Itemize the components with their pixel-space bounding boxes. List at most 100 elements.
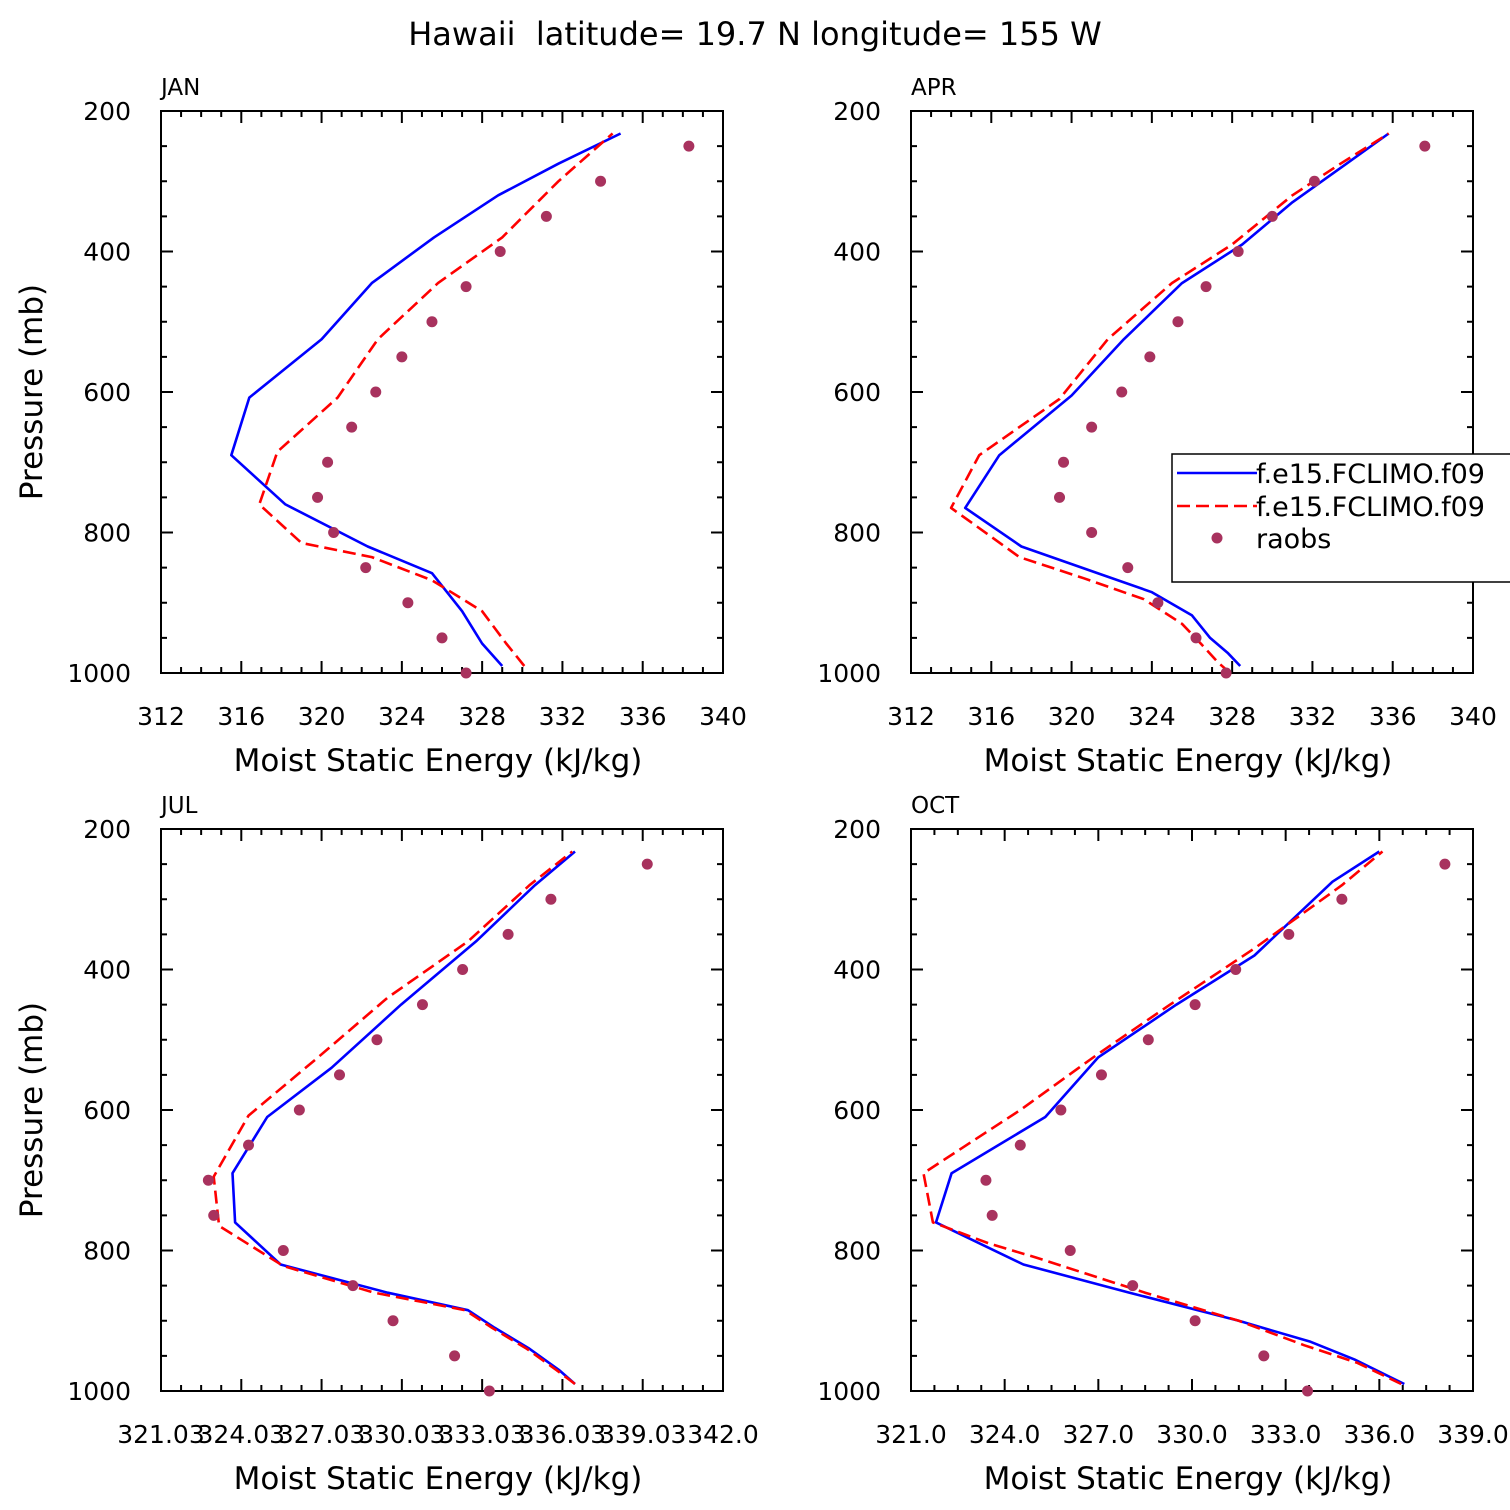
y-tick-label: 600 [83, 1096, 131, 1125]
plot-frame [160, 110, 724, 674]
x-tick-label: 330.0 [1156, 1420, 1228, 1449]
y-tick-label: 800 [833, 1237, 881, 1266]
legend-marker-obs [1211, 532, 1223, 544]
obs-point [460, 667, 472, 679]
y-tick-label: 800 [83, 1237, 131, 1266]
obs-point [322, 456, 334, 468]
x-tick-label: 328 [1208, 702, 1256, 731]
obs-point [1122, 562, 1134, 574]
y-tick-label: 200 [83, 97, 131, 126]
obs-point [1054, 491, 1066, 503]
plot-frame [910, 828, 1474, 1392]
obs-point [1189, 999, 1201, 1011]
y-tick-label: 200 [833, 815, 881, 844]
obs-point [402, 597, 414, 609]
obs-point [1302, 1385, 1314, 1397]
obs-point [1127, 1280, 1139, 1292]
x-tick-label: 339.03 [599, 1420, 686, 1449]
obs-point [1095, 1069, 1107, 1081]
y-tick-label: 400 [833, 238, 881, 267]
obs-point [460, 281, 472, 293]
model-line-dashed [922, 850, 1402, 1386]
obs-point [371, 1034, 383, 1046]
plot-frame [910, 110, 1474, 674]
model-line-solid [934, 850, 1405, 1386]
x-tick-label: 340 [699, 702, 747, 731]
obs-point [277, 1245, 289, 1256]
obs-series [1054, 140, 1431, 679]
legend-entry: f.e15.FCLIMO.f09 [1256, 459, 1485, 490]
model-line-solid [231, 850, 576, 1385]
obs-point [494, 246, 506, 257]
obs-point [1232, 246, 1244, 257]
x-tick-label: 324 [1128, 702, 1176, 731]
obs-point [545, 893, 557, 905]
x-tick-label: 336.03 [519, 1420, 606, 1449]
x-tick-label: 324.03 [198, 1420, 285, 1449]
obs-point [1336, 893, 1348, 905]
y-tick-label: 400 [83, 956, 131, 985]
y-tick-label: 800 [833, 519, 881, 548]
x-axis-label: Moist Static Energy (kJ/kg) [234, 743, 643, 779]
obs-point [1014, 1139, 1026, 1151]
obs-point [1055, 1104, 1067, 1116]
x-tick-label: 320 [298, 702, 346, 731]
x-tick-label: 324.0 [969, 1420, 1041, 1449]
x-tick-label: 316 [217, 702, 265, 731]
obs-point [370, 386, 382, 398]
obs-point [328, 527, 340, 538]
x-tick-label: 336.0 [1344, 1420, 1416, 1449]
x-tick-label: 330.03 [358, 1420, 445, 1449]
y-tick-label: 200 [833, 97, 881, 126]
obs-point [1230, 964, 1242, 975]
x-axis-label: Moist Static Energy (kJ/kg) [234, 1461, 643, 1497]
figure-title: Hawaii latitude= 19.7 N longitude= 155 W [408, 15, 1102, 53]
obs-point [360, 562, 372, 574]
panels: 312 316 320 324 328 332 336 340 200 400 600 800 1000… [14, 75, 1509, 1497]
legend-entry: raobs [1256, 524, 1331, 555]
obs-series [312, 140, 695, 679]
obs-point [1190, 632, 1202, 644]
y-axis-label: Pressure (mb) [14, 284, 50, 500]
panel-label: OCT [911, 793, 960, 819]
x-tick-label: 342.0 [687, 1420, 759, 1449]
x-tick-label: 336 [1369, 702, 1417, 731]
obs-point [502, 928, 514, 940]
obs-point [457, 964, 469, 975]
panel-label: JUL [159, 793, 198, 819]
obs-point [980, 1174, 992, 1186]
obs-point [1086, 421, 1098, 433]
obs-point [1308, 175, 1320, 187]
y-axis-label: Pressure (mb) [14, 1002, 50, 1218]
model-line-solid [230, 132, 622, 667]
obs-point [208, 1209, 220, 1221]
obs-series [980, 858, 1451, 1397]
obs-point [1258, 1350, 1270, 1362]
obs-point [243, 1139, 255, 1151]
x-tick-label: 321.03 [117, 1420, 204, 1449]
x-tick-label: 340 [1449, 702, 1497, 731]
obs-point [641, 858, 653, 870]
x-tick-label: 333.03 [438, 1420, 525, 1449]
obs-point [1266, 210, 1278, 222]
obs-point [1439, 858, 1451, 870]
obs-point [1142, 1034, 1154, 1046]
x-tick-label: 328 [458, 702, 506, 731]
obs-point [334, 1069, 346, 1081]
panel-apr: 312 316 320 324 328 332 336 340 200 400 600 800 1000… [817, 75, 1496, 779]
x-axis-label: Moist Static Energy (kJ/kg) [984, 743, 1393, 779]
x-tick-label: 327.03 [278, 1420, 365, 1449]
obs-point [595, 175, 607, 187]
y-tick-label: 600 [833, 1096, 881, 1125]
obs-point [1058, 456, 1070, 468]
obs-point [1189, 1315, 1201, 1327]
x-tick-label: 332 [1289, 702, 1337, 731]
y-tick-label: 600 [833, 378, 881, 407]
obs-point [1172, 316, 1184, 328]
x-tick-label: 327.0 [1063, 1420, 1135, 1449]
obs-point [426, 316, 438, 328]
y-tick-label: 1000 [817, 1377, 881, 1406]
y-tick-label: 600 [83, 378, 131, 407]
